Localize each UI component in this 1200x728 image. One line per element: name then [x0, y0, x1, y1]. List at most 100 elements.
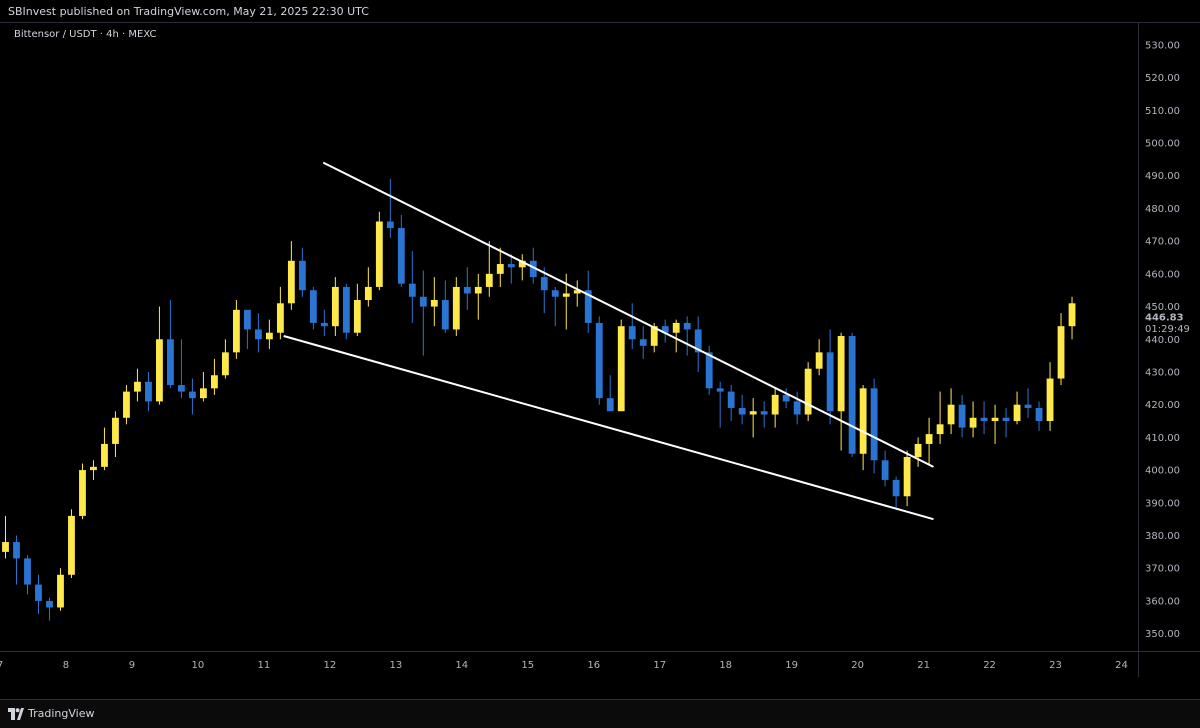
candle-body — [2, 542, 9, 552]
x-tick-label: 22 — [983, 660, 996, 671]
candle-body — [782, 394, 790, 402]
candle-body — [57, 574, 64, 608]
candle-body — [68, 515, 75, 575]
candle-body — [991, 417, 999, 422]
candle-body — [925, 434, 933, 444]
candle-body — [79, 470, 86, 516]
chart-frame: 350.00 360.00 370.00 380.00 390.00 400.00 410.… — [0, 22, 1200, 728]
y-tick-label: 500.00 — [1145, 139, 1180, 150]
candle-body — [683, 322, 691, 330]
candle-body — [167, 339, 174, 386]
candle-body — [452, 286, 460, 330]
candle-body — [1068, 303, 1076, 327]
publish-header: SBInvest published on TradingView.com, M… — [0, 0, 1200, 23]
candle-body — [936, 424, 944, 435]
candle-body — [485, 273, 493, 287]
candle-body — [408, 283, 416, 297]
candle-body — [1024, 404, 1032, 408]
candle-body — [320, 322, 328, 327]
candle-body — [639, 339, 647, 346]
tradingview-logo-icon — [8, 708, 24, 720]
last-price-label: 446.83 — [1145, 312, 1184, 323]
candle-body — [738, 407, 746, 415]
trendline-lower[interactable] — [283, 335, 934, 521]
y-tick-label: 420.00 — [1145, 400, 1180, 411]
candle-body — [386, 221, 394, 229]
candle-body — [145, 381, 152, 402]
y-tick-label: 360.00 — [1145, 596, 1180, 607]
candle-body — [1013, 404, 1021, 422]
candle-body — [35, 584, 42, 601]
trendline-upper[interactable] — [322, 161, 934, 468]
x-tick-label: 20 — [851, 660, 864, 671]
candle-body — [13, 542, 20, 559]
x-tick-label: 18 — [719, 660, 732, 671]
candle-body — [903, 457, 911, 497]
x-tick-label: 16 — [587, 660, 600, 671]
candle-body — [969, 417, 977, 428]
candle-body — [892, 479, 900, 497]
x-tick-label: 7 — [0, 660, 3, 671]
x-tick-label: 8 — [63, 660, 69, 671]
x-tick-label: 12 — [323, 660, 336, 671]
candle-body — [958, 404, 966, 428]
y-tick-label: 370.00 — [1145, 564, 1180, 575]
symbol-label: Bittensor / USDT · 4h · MEXC — [14, 29, 157, 40]
candle-body — [584, 290, 592, 323]
candle-body — [573, 290, 581, 294]
y-tick-label: 390.00 — [1145, 498, 1180, 509]
candle-body — [298, 260, 306, 291]
y-tick-label: 430.00 — [1145, 367, 1180, 378]
x-tick-label: 24 — [1115, 660, 1128, 671]
candle-body — [430, 300, 438, 307]
y-tick-label: 440.00 — [1145, 335, 1180, 346]
candle-body — [353, 300, 361, 333]
candle-body — [859, 388, 867, 454]
candle-body — [881, 460, 889, 480]
x-tick-label: 19 — [785, 660, 798, 671]
candle-body — [760, 411, 768, 415]
candle-body — [210, 375, 218, 389]
y-tick-label: 410.00 — [1145, 433, 1180, 444]
candle-body — [496, 264, 504, 274]
candle-body — [342, 286, 350, 333]
candle-body — [178, 385, 185, 392]
candle-body — [727, 391, 735, 408]
candle-body — [309, 290, 317, 323]
candle-body — [617, 326, 625, 412]
candle-body — [364, 286, 372, 301]
candle-body — [200, 388, 207, 399]
x-tick-label: 15 — [521, 660, 534, 671]
candle-body — [474, 286, 482, 294]
y-tick-label: 510.00 — [1145, 106, 1180, 117]
x-tick-label: 9 — [129, 660, 135, 671]
y-tick-label: 470.00 — [1145, 237, 1180, 248]
candle-body — [529, 260, 537, 278]
candle-body — [397, 228, 405, 284]
x-tick-label: 14 — [455, 660, 468, 671]
y-tick-label: 380.00 — [1145, 531, 1180, 542]
candle-body — [375, 221, 383, 287]
candle-body — [243, 309, 251, 330]
x-tick-label: 17 — [653, 660, 666, 671]
candle-body — [419, 296, 427, 307]
candle-body — [90, 466, 97, 471]
candle-body — [123, 391, 130, 418]
candle-body — [551, 290, 559, 297]
y-tick-label: 530.00 — [1145, 40, 1180, 51]
y-tick-label: 400.00 — [1145, 466, 1180, 477]
x-tick-label: 21 — [917, 660, 930, 671]
candle-body — [276, 303, 284, 333]
candle-body — [156, 339, 163, 402]
y-tick-label: 460.00 — [1145, 269, 1180, 280]
candle-body — [507, 264, 515, 268]
candle-body — [134, 381, 141, 392]
candlestick-chart[interactable]: 350.00 360.00 370.00 380.00 390.00 400.00 410.… — [0, 22, 1200, 677]
candle-body — [254, 329, 262, 340]
candle-body — [716, 388, 724, 392]
candle-body — [771, 394, 779, 415]
y-tick-label: 350.00 — [1145, 629, 1180, 640]
candle-body — [221, 352, 229, 376]
candle-body — [232, 309, 240, 353]
candle-body — [947, 404, 955, 425]
